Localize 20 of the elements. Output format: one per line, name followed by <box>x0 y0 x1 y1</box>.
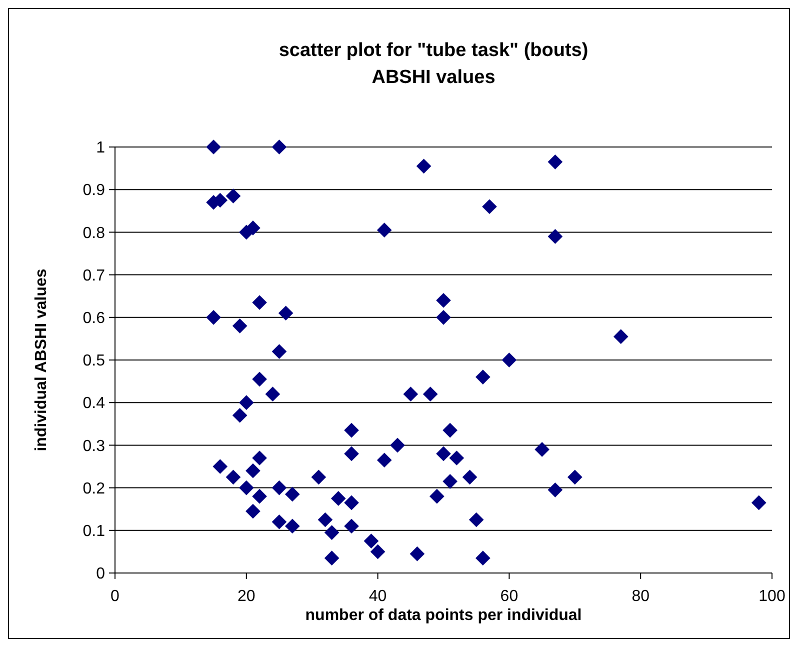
y-tick-label: 0.4 <box>82 395 106 412</box>
y-tick-label: 0.7 <box>82 267 106 284</box>
y-tick-label: 0.3 <box>82 438 106 455</box>
y-tick-label: 1 <box>96 140 106 157</box>
y-tick-label: 0.1 <box>82 523 106 540</box>
y-tick-label: 0.8 <box>82 224 106 242</box>
y-tick-label: 0 <box>96 566 106 583</box>
x-tick-label: 80 <box>632 588 650 605</box>
x-tick-label: 20 <box>238 588 256 605</box>
y-tick-label: 0.2 <box>82 480 106 498</box>
x-tick-label: 100 <box>758 588 786 605</box>
y-tick-label: 0.5 <box>82 352 106 370</box>
x-tick-label: 0 <box>110 588 120 605</box>
chart-title: scatter plot for "tube task" (bouts) ABSHI values <box>278 40 588 88</box>
x-tick-label: 40 <box>368 588 387 605</box>
x-tick-label: 60 <box>500 588 518 605</box>
y-tick-label: 0.6 <box>82 310 106 327</box>
y-axis-title: individual ABSHI values <box>33 268 50 452</box>
y-tick-label: 0.9 <box>82 182 106 200</box>
x-axis-title: number of data points per individual <box>305 607 582 624</box>
